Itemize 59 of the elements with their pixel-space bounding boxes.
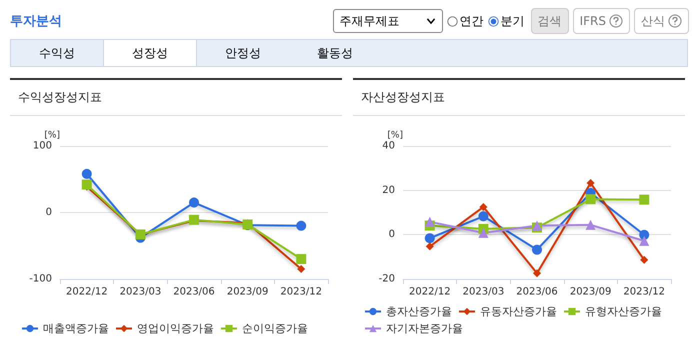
x-tick-label: 2023/09 <box>226 286 268 298</box>
y-axis-title: [%] <box>387 130 403 140</box>
legend-label: 자기자본증가율 <box>386 322 463 335</box>
x-tick-label: 2023/06 <box>516 286 558 298</box>
text: IFRS <box>572 8 630 34</box>
x-tick-label: 2022/12 <box>409 286 451 298</box>
point <box>82 168 92 179</box>
text: 안정성 <box>224 45 262 62</box>
y-tick-label: 20 <box>382 184 395 196</box>
point <box>297 265 306 274</box>
point <box>586 179 595 188</box>
point <box>426 242 434 250</box>
y-tick-label: 0 <box>388 229 395 240</box>
point <box>424 216 435 227</box>
y-tick-label: 40 <box>382 140 395 152</box>
text: 연간 <box>460 12 484 30</box>
x-tick-label: 2023/03 <box>120 286 162 298</box>
x-tick-label: 2023/03 <box>462 286 504 298</box>
text: 투자분석 <box>10 13 62 30</box>
point <box>478 228 488 238</box>
legend-label: 총자산증가율 <box>386 305 452 318</box>
legend-label: 매출액증가율 <box>43 322 109 335</box>
legend-label: 영업이익증가율 <box>137 322 214 335</box>
text: 산식 <box>634 8 689 34</box>
y-tick-label: 0 <box>46 207 52 218</box>
y-tick-label: -20 <box>378 274 395 284</box>
text: 검색 <box>530 8 569 34</box>
point <box>532 244 542 255</box>
point <box>640 256 648 264</box>
point <box>478 211 488 222</box>
text: 분기 <box>500 12 525 30</box>
y-tick-label: 100 <box>32 140 52 152</box>
x-tick-label: 2023/09 <box>570 286 612 298</box>
point <box>82 180 92 190</box>
text: 주재무제표 <box>340 12 400 30</box>
legend-label: 순이익증가율 <box>242 322 308 335</box>
point <box>479 202 488 211</box>
text: 성장성 <box>103 40 197 66</box>
chart-title: 자산성장성지표 <box>353 80 685 116</box>
chart-title: 수익성장성지표 <box>10 80 342 116</box>
point <box>189 198 199 208</box>
point <box>586 220 596 230</box>
point <box>296 254 306 264</box>
x-tick-label: 2023/06 <box>173 286 215 298</box>
legend-label: 유동자산증가율 <box>480 305 557 318</box>
point <box>424 233 435 244</box>
y-tick-label: -100 <box>29 274 52 284</box>
x-tick-label: 2023/12 <box>623 286 665 298</box>
legend-label: 유형자산증가율 <box>585 305 662 318</box>
x-tick-label: 2022/12 <box>66 286 108 298</box>
point <box>586 194 596 204</box>
point <box>533 269 541 278</box>
text: 수익성 <box>38 45 76 62</box>
point <box>639 194 650 205</box>
point <box>639 236 650 246</box>
point <box>296 220 306 231</box>
x-tick-label: 2023/12 <box>280 286 322 298</box>
y-axis-title: [%] <box>44 130 60 140</box>
text: 활동성 <box>316 45 354 62</box>
